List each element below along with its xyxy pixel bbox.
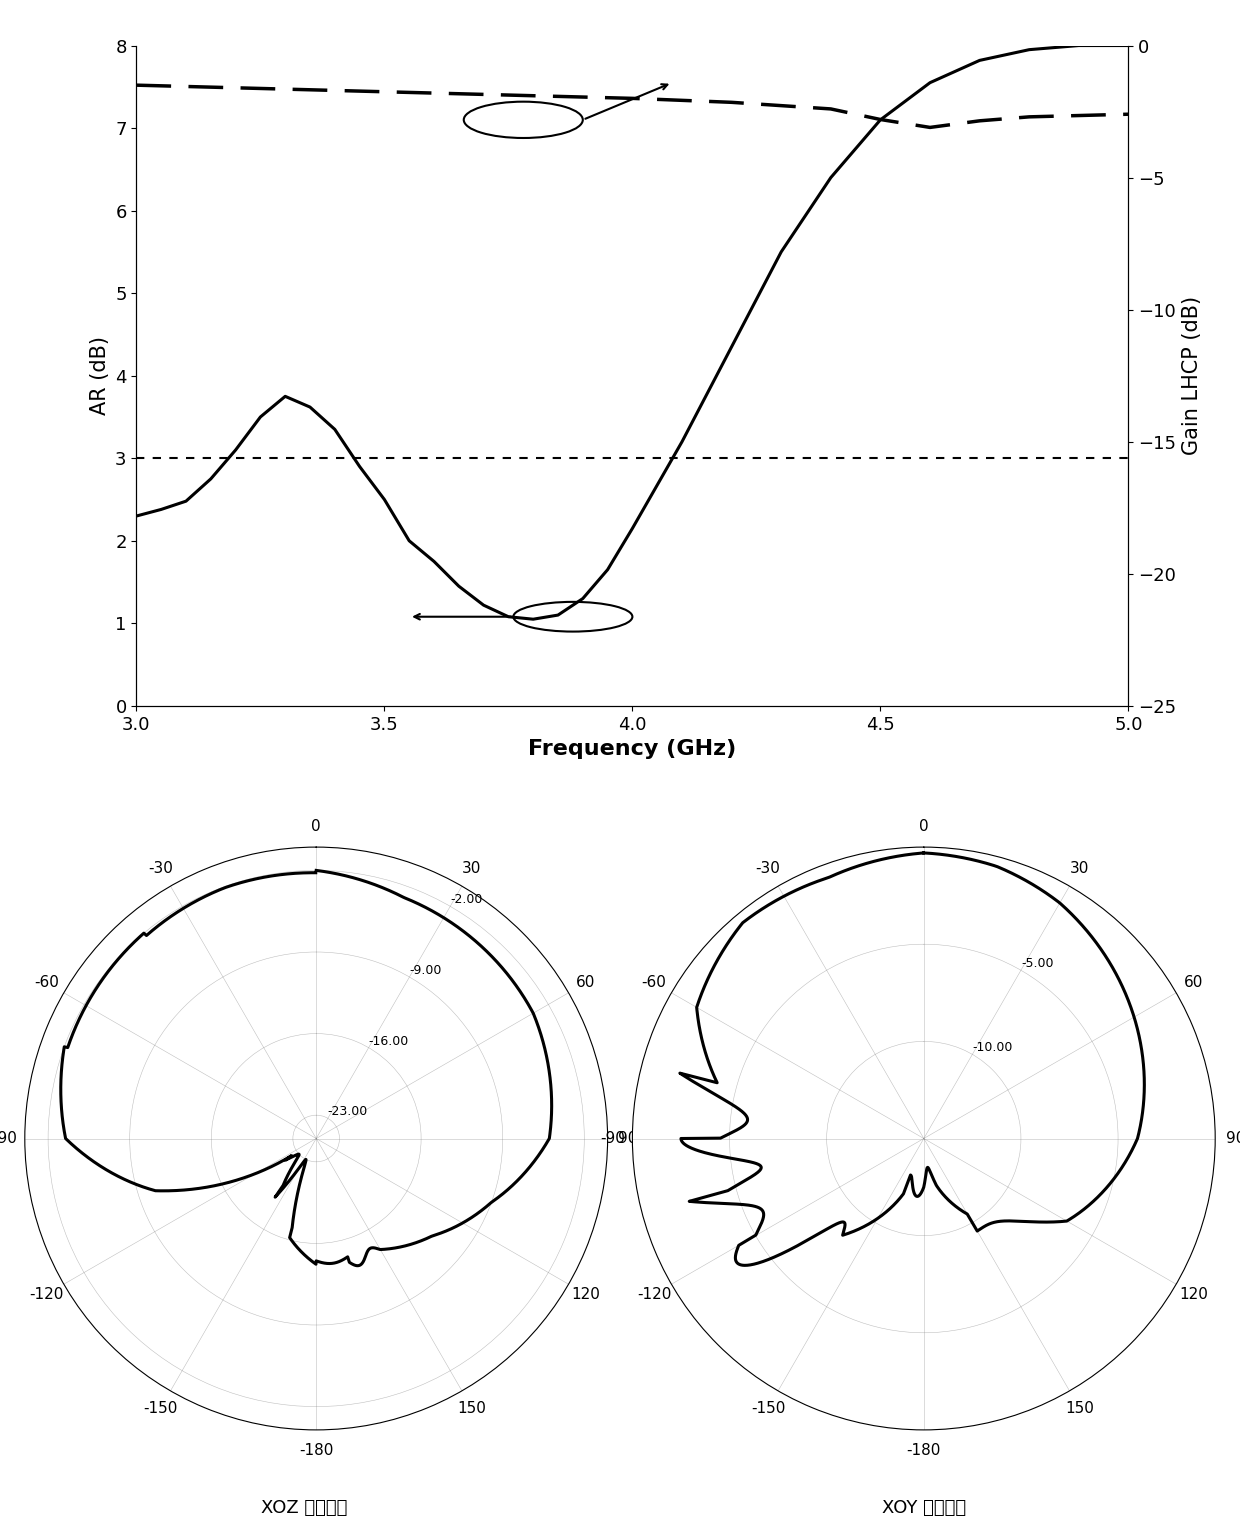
- Y-axis label: Gain LHCP (dB): Gain LHCP (dB): [1182, 296, 1202, 455]
- Y-axis label: AR (dB): AR (dB): [89, 335, 109, 416]
- Text: XOY 面方向图: XOY 面方向图: [882, 1500, 966, 1518]
- Text: XOZ 面方向图: XOZ 面方向图: [260, 1500, 347, 1518]
- X-axis label: Frequency (GHz): Frequency (GHz): [528, 739, 737, 759]
